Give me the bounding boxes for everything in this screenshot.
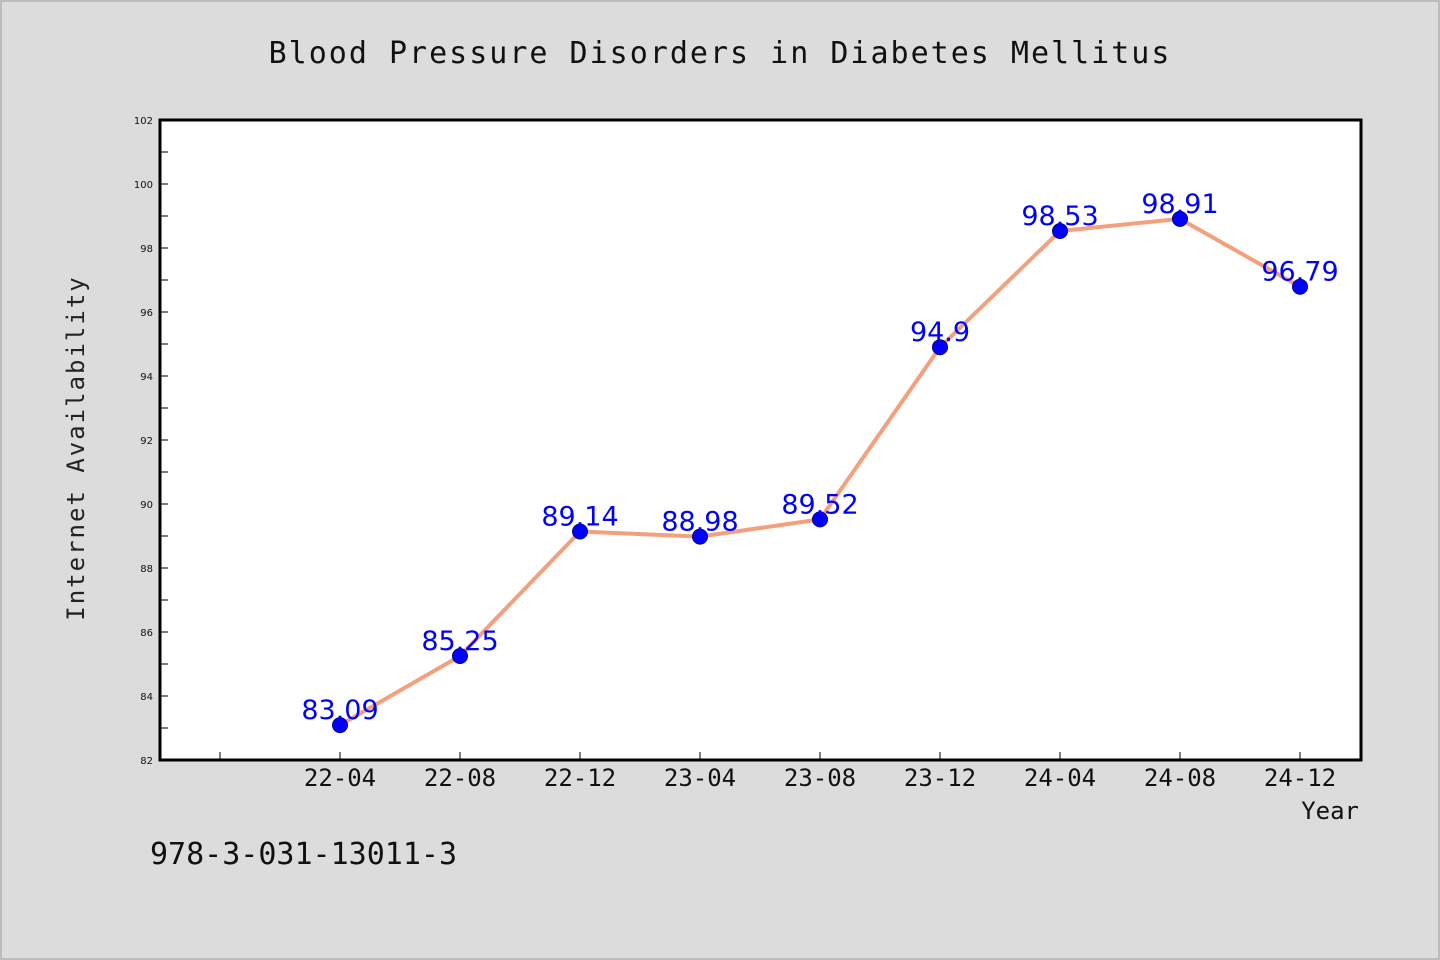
y-tick-label: 96: [140, 308, 153, 319]
data-point: [332, 717, 348, 734]
x-tick-label: 23-08: [784, 764, 856, 792]
y-axis-label: Internet Availability: [62, 275, 90, 620]
y-tick-label: 98: [140, 244, 153, 255]
data-label: 89.14: [541, 502, 618, 533]
y-tick-label: 90: [140, 500, 153, 511]
data-point: [452, 648, 468, 664]
y-tick-label: 84: [140, 692, 153, 703]
data-label: 85.25: [421, 626, 498, 657]
y-tick-label: 82: [140, 756, 153, 767]
x-tick-label: 24-04: [1024, 764, 1096, 792]
data-point: [1172, 210, 1188, 227]
y-tick-label: 94: [140, 372, 153, 383]
y-axis: 82 84 86 88 90 92 94 96 98 100 102: [134, 116, 168, 767]
y-tick-label: 92: [140, 436, 153, 447]
data-markers: [332, 210, 1308, 734]
data-point: [1292, 278, 1308, 295]
plot-area: [160, 120, 1361, 760]
data-label: 94.9: [910, 317, 970, 348]
data-label: 88.98: [661, 507, 738, 538]
chart-title: Blood Pressure Disorders in Diabetes Mel…: [269, 36, 1172, 71]
x-axis-label: Year: [1301, 797, 1359, 825]
x-tick-label: 24-08: [1144, 764, 1216, 792]
data-point: [932, 339, 948, 356]
x-tick-label: 22-12: [544, 764, 616, 792]
isbn-footer: 978-3-031-13011-3: [150, 837, 457, 872]
y-tick-label: 88: [140, 564, 153, 575]
data-label: 89.52: [781, 489, 858, 520]
x-tick-label: 23-12: [904, 764, 976, 792]
x-tick-label: 22-04: [304, 764, 376, 792]
data-point: [1052, 223, 1068, 239]
data-point: [812, 511, 828, 528]
x-tick-label: 23-04: [664, 764, 736, 792]
x-tick-label: 24-12: [1264, 764, 1336, 792]
data-label: 96.79: [1261, 257, 1338, 288]
y-tick-label: 86: [140, 628, 153, 639]
data-label: 98.53: [1021, 201, 1098, 232]
data-label: 98.91: [1141, 189, 1218, 220]
data-label: 83.09: [301, 695, 378, 726]
plot-frame: [158, 118, 1363, 762]
x-tick-label: 22-08: [424, 764, 496, 792]
y-tick-label: 100: [134, 180, 153, 191]
data-point: [692, 528, 708, 545]
data-labels: 83.09 85.25 89.14 88.98 89.52 94.9 98.53 98.91 9…: [301, 189, 1338, 726]
y-tick-label: 102: [134, 116, 153, 127]
data-point: [572, 523, 588, 540]
x-axis: 22-04 22-08 22-12 23-04 23-08 23-12 24-04 24-08…: [219, 752, 1336, 792]
